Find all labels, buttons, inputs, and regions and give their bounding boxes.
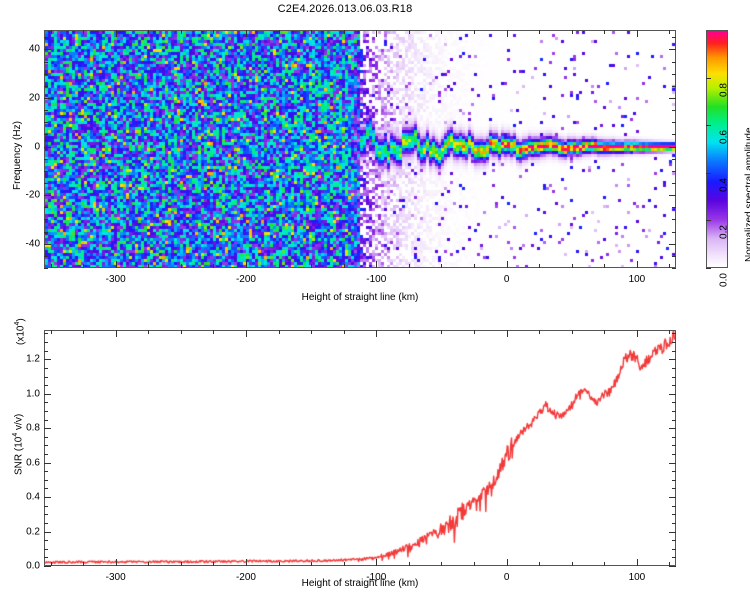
- xtick-label: 0: [503, 572, 510, 583]
- ytick-label: 1.2: [26, 353, 40, 365]
- snr-scale-note-close: ): [15, 318, 27, 322]
- colorbar-gradient: [707, 31, 727, 267]
- ytick-label: 0.0: [26, 560, 40, 572]
- ytick-label: -20: [25, 189, 40, 201]
- snr-yaxis-title: SNR (104 v/v): [12, 414, 24, 475]
- xtick-label: 100: [628, 572, 646, 583]
- xtick-label: -100: [366, 572, 387, 583]
- snr-scale-note: (x104): [14, 318, 26, 345]
- ytick-label: 0.2: [26, 526, 40, 538]
- spectrogram-plot-area: [44, 30, 676, 268]
- snr-xaxis-title: Height of straight line (km): [301, 578, 419, 589]
- colorbar-tick: [706, 172, 711, 174]
- snr-yaxis-exponent: 4: [12, 432, 19, 437]
- ytick-label: 0.8: [26, 422, 40, 434]
- ytick-label: 1.0: [26, 388, 40, 400]
- spectrogram-image: [45, 31, 675, 267]
- colorbar-tick-label: 0.2: [718, 225, 730, 240]
- ytick-label: 0.6: [26, 457, 40, 469]
- ytick-label: 0.4: [26, 491, 40, 503]
- snr-line-series: [45, 331, 675, 565]
- xtick-label: 100: [628, 274, 646, 285]
- ytick-label: 40: [28, 43, 40, 55]
- xtick-label: -200: [235, 274, 256, 285]
- colorbar-tick: [706, 77, 711, 79]
- colorbar-tick-label: 0.4: [718, 177, 730, 192]
- colorbar-tick-label: 0.6: [718, 130, 730, 145]
- snr-yaxis-title-text: SNR (10: [13, 436, 25, 475]
- colorbar-tick-label: 0.0: [718, 273, 730, 287]
- snr-plot-area: [44, 330, 676, 566]
- xtick-label: -300: [105, 274, 126, 285]
- ytick-label: 0: [34, 141, 40, 153]
- colorbar-bar: [706, 30, 728, 268]
- colorbar-tick: [706, 220, 711, 222]
- colorbar-tick-label: 0.8: [718, 82, 730, 97]
- spectrogram-xaxis-title: Height of straight line (km): [301, 292, 419, 303]
- xtick-label: 0: [503, 274, 510, 285]
- page-title: C2E4.2026.013.06.03.R18: [277, 3, 413, 15]
- colorbar-title: Normalized spectral amplitude: [744, 127, 750, 262]
- snr-scale-note-text: (x10: [15, 325, 27, 345]
- xtick-label: -200: [235, 572, 256, 583]
- snr-scale-note-exponent: 4: [14, 321, 21, 326]
- colorbar-tick: [706, 268, 711, 269]
- ytick-label: -40: [25, 238, 40, 250]
- xtick-label: -300: [105, 572, 126, 583]
- xtick-label: -100: [366, 274, 387, 285]
- snr-yaxis-title-units: v/v): [13, 413, 25, 433]
- ytick-label: 20: [28, 92, 40, 104]
- spectrogram-yaxis-title: Frequency (Hz): [12, 121, 23, 190]
- colorbar-tick: [706, 125, 711, 127]
